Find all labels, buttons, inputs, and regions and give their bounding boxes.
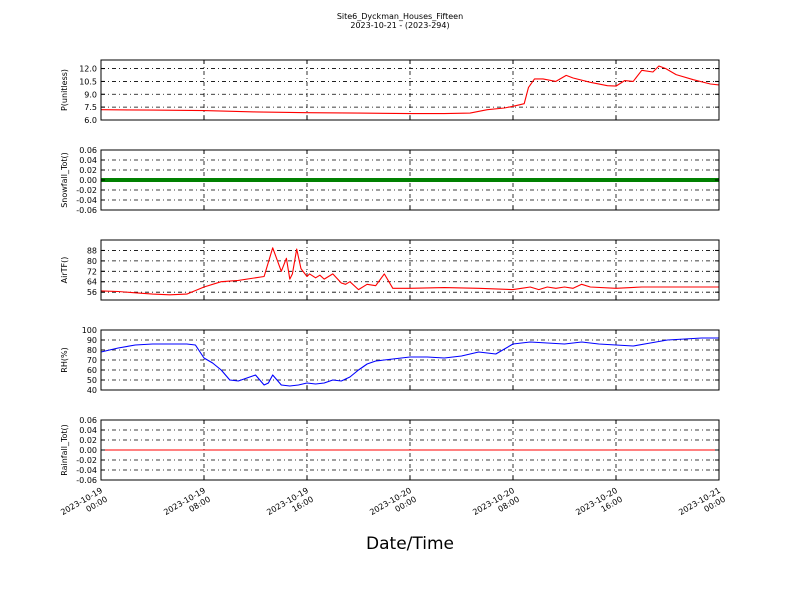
y-tick-label: 70 (87, 356, 97, 365)
y-axis-label: Snowfall_Tot() (60, 152, 69, 208)
y-tick-label: 12.0 (79, 65, 97, 74)
series-line-1 (100, 65, 720, 115)
panel-2: -0.06-0.04-0.020.000.020.040.06 Snowfall_… (60, 146, 720, 215)
y-tick-label: 80 (87, 257, 97, 266)
y-tick-label: 100 (82, 326, 97, 335)
series-line-4 (100, 337, 719, 387)
y-tick-label: 0.06 (79, 146, 97, 155)
y-tick-label: 56 (87, 288, 97, 297)
y-tick-label: 0.04 (79, 426, 97, 435)
y-tick-label: 64 (87, 278, 97, 287)
y-tick-label: 0.02 (79, 166, 97, 175)
y-tick-label: 50 (87, 376, 97, 385)
y-tick-label: 60 (87, 366, 97, 375)
x-tick-label: 2023-10-1908:00 (162, 486, 212, 526)
y-tick-label: 88 (87, 246, 97, 255)
y-tick-label: 0.00 (79, 446, 97, 455)
y-tick-label: 72 (87, 267, 97, 276)
y-tick-label: 6.0 (84, 116, 97, 125)
x-tick-label: 2023-10-2000:00 (368, 486, 418, 526)
y-tick-label: 10.5 (79, 77, 97, 86)
y-tick-label: 9.0 (84, 90, 97, 99)
panel-1: 6.0 7.5 9.0 10.5 12.0 P(unitless) (60, 59, 720, 125)
y-tick-label: -0.04 (76, 196, 97, 205)
y-tick-label: 7.5 (84, 103, 97, 112)
y-axis-label: AirTF() (60, 257, 69, 284)
y-tick-label: -0.02 (76, 186, 97, 195)
panel-5: -0.06-0.04-0.020.000.020.040.06 Rainfall_… (60, 416, 720, 485)
x-tick-label: 2023-10-2008:00 (471, 486, 521, 526)
x-tick-label: 2023-10-2016:00 (574, 486, 624, 526)
y-tick-label: -0.04 (76, 466, 97, 475)
chart-title: Site6_Dyckman_Houses_Fifteen (336, 12, 464, 21)
y-axis-label: RH(%) (60, 347, 69, 372)
x-tick-label: 2023-10-2100:00 (677, 486, 727, 526)
y-tick-label: 90 (87, 336, 97, 345)
y-tick-label: 40 (87, 386, 97, 395)
y-tick-label: 0.02 (79, 436, 97, 445)
y-axis-label: P(unitless) (60, 69, 69, 111)
y-tick-label: 0.04 (79, 156, 97, 165)
x-tick-label: 2023-10-1900:00 (59, 486, 109, 526)
y-axis-label: Rainfall_Tot() (60, 424, 69, 476)
series-line-3 (100, 247, 719, 296)
y-tick-label: 80 (87, 346, 97, 355)
chart-subtitle: 2023-10-21 - (2023-294) (350, 21, 450, 30)
y-tick-label: -0.06 (76, 206, 97, 215)
y-tick-label: -0.02 (76, 456, 97, 465)
y-tick-label: 0.06 (79, 416, 97, 425)
x-tick-label: 2023-10-1916:00 (265, 486, 315, 526)
x-axis-label: Date/Time (366, 534, 454, 554)
y-tick-label: 0.00 (79, 176, 97, 185)
y-tick-label: -0.06 (76, 476, 97, 485)
